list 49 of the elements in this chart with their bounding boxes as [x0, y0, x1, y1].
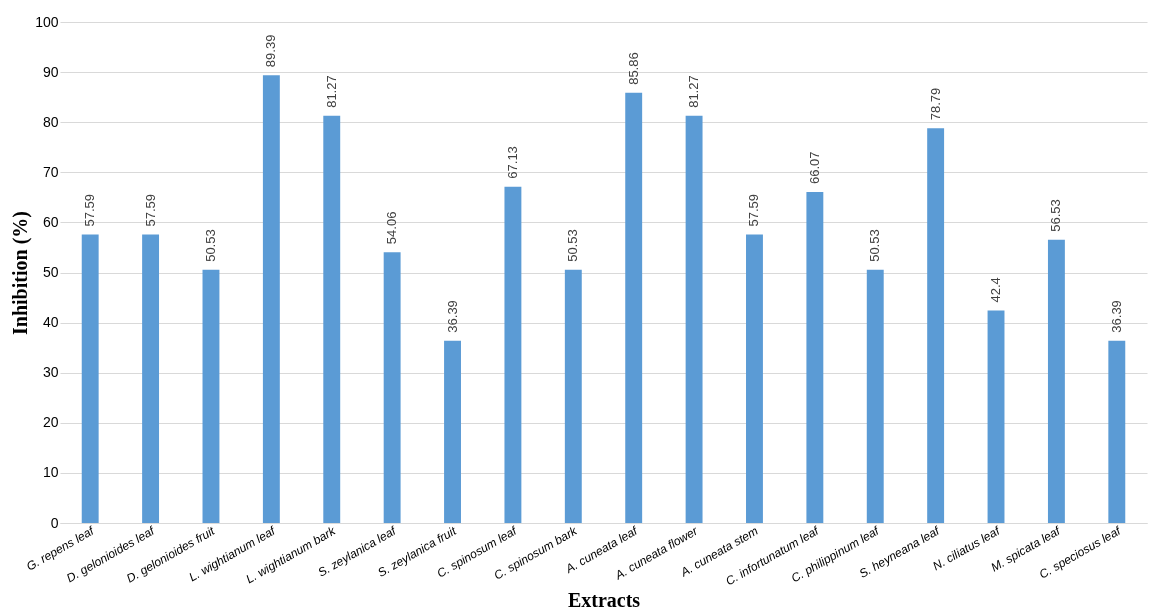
x-axis-title: Extracts — [567, 589, 641, 612]
bar — [625, 92, 643, 523]
data-label: 67.13 — [504, 146, 520, 179]
bar — [1108, 340, 1126, 523]
data-label: 50.53 — [565, 229, 581, 262]
bar — [987, 310, 1005, 523]
bar — [1047, 239, 1065, 523]
data-label: 57.59 — [746, 193, 762, 227]
bar — [564, 269, 582, 523]
y-tick-label: 100 — [35, 13, 59, 30]
y-tick-label: 80 — [42, 113, 59, 130]
data-label: 89.39 — [263, 34, 279, 68]
bar — [323, 115, 341, 523]
bar — [746, 234, 763, 523]
data-label: 50.53 — [202, 229, 218, 262]
data-label: 36.39 — [444, 300, 460, 333]
data-label: 50.53 — [867, 229, 883, 262]
bar — [81, 234, 99, 523]
data-label: 36.39 — [1108, 300, 1124, 333]
bar — [866, 269, 884, 523]
bar — [504, 186, 522, 523]
bar — [383, 252, 401, 523]
y-tick-label: 30 — [42, 364, 59, 381]
data-label: 57.59 — [82, 193, 98, 227]
y-tick-label: 40 — [42, 314, 59, 331]
data-label: 85.86 — [625, 52, 641, 85]
y-tick-label: 20 — [42, 414, 59, 431]
y-tick-label: 70 — [42, 163, 59, 180]
y-tick-label: 90 — [42, 63, 59, 80]
data-label: 81.27 — [686, 75, 702, 108]
data-label: 78.79 — [927, 87, 943, 121]
y-tick-label: 50 — [42, 264, 59, 280]
bar — [927, 128, 945, 523]
data-label: 54.06 — [384, 211, 400, 245]
data-label: 56.53 — [1048, 199, 1064, 232]
bar — [806, 191, 824, 523]
bar — [444, 340, 461, 523]
bar — [685, 115, 703, 523]
data-label: 57.59 — [142, 193, 158, 227]
bar — [262, 75, 280, 523]
y-tick-label: 10 — [42, 464, 59, 481]
bar — [202, 269, 220, 523]
y-tick-label: 60 — [42, 213, 59, 230]
data-label: 81.27 — [323, 75, 339, 108]
data-label: 66.07 — [806, 151, 822, 184]
y-tick-label: 0 — [50, 514, 59, 531]
bar — [142, 234, 160, 523]
y-axis-title: Inhibition (%) — [9, 211, 33, 335]
data-label: 42.4 — [988, 277, 1004, 303]
